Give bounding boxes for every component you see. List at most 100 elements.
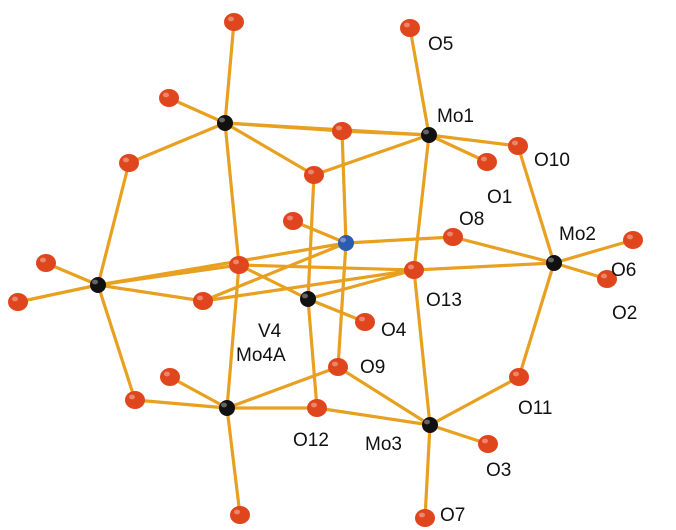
bond-MBL-O9 <box>225 365 340 410</box>
bond-O10-Mo2 <box>516 144 556 265</box>
oxygen-atom-oBot <box>230 506 250 524</box>
bond-Mo1-O5 <box>408 26 431 137</box>
oxygen-atom-oT1 <box>224 13 244 31</box>
label-mo4a: Mo4A <box>236 345 286 366</box>
bond-MTL-oTC2 <box>223 121 316 177</box>
oxygen-atom-oB1 <box>125 391 145 409</box>
atom-highlight <box>123 157 129 163</box>
atom-highlight <box>219 117 225 123</box>
bond-MBL-oBot <box>225 406 242 517</box>
atom-highlight <box>311 402 317 408</box>
atom-highlight <box>221 402 227 408</box>
bond-V4-O4 <box>306 297 367 324</box>
atom-highlight <box>228 16 234 22</box>
metal-atom-Mo3 <box>422 417 438 433</box>
label-o5: O5 <box>428 34 453 55</box>
label-o2: O2 <box>612 303 637 324</box>
atom-highlight <box>423 129 429 135</box>
bond-VC-O9 <box>336 241 348 369</box>
atom-highlight <box>197 295 203 301</box>
label-o6: O6 <box>611 260 636 281</box>
bond-VC-oTC <box>340 129 348 245</box>
atom-highlight <box>233 259 239 265</box>
label-o12: O12 <box>293 430 329 451</box>
bond-oC-O13 <box>237 263 416 272</box>
oxygen-atom-O10 <box>508 137 528 155</box>
oxygen-atom-oC <box>229 256 249 274</box>
atom-highlight <box>302 293 308 299</box>
atom-highlight <box>601 273 607 279</box>
label-mo2: Mo2 <box>559 224 596 245</box>
oxygen-atom-O9 <box>328 358 348 376</box>
bond-Mo2-O6 <box>552 238 635 265</box>
atom-highlight <box>234 509 240 515</box>
vanadium-atom-VC <box>338 235 354 251</box>
metal-atom-MTL <box>217 115 233 131</box>
oxygen-atom-oT2 <box>159 89 179 107</box>
label-o10: O10 <box>534 150 570 171</box>
bond-oCB-O13 <box>201 268 416 303</box>
atom-highlight <box>447 231 453 237</box>
atom-highlight <box>287 215 293 221</box>
bond-MTL-oT1 <box>223 20 236 125</box>
bond-MBL-oB1 <box>133 398 229 410</box>
oxygen-atom-O12 <box>307 399 327 417</box>
label-o9: O9 <box>360 357 385 378</box>
atom-highlight <box>404 22 410 28</box>
bond-layer <box>16 20 635 520</box>
atom-highlight <box>359 316 365 322</box>
atom-layer <box>8 13 643 527</box>
bond-MLL-oCB <box>96 283 205 303</box>
bond-MTL-oC <box>223 121 241 267</box>
bond-V4-O12 <box>306 297 319 410</box>
atom-highlight <box>92 279 98 285</box>
bond-Mo2-O8 <box>451 235 556 265</box>
atom-highlight <box>12 296 18 302</box>
bond-MLL-oL3 <box>16 283 100 304</box>
oxygen-atom-O11 <box>509 368 529 386</box>
label-o3: O3 <box>486 460 511 481</box>
oxygen-atom-oL2 <box>36 254 56 272</box>
bond-Mo3-O11 <box>428 375 521 427</box>
bond-VC-O8 <box>344 235 455 245</box>
bond-Mo1-O1 <box>427 133 489 164</box>
atom-highlight <box>40 257 46 263</box>
oxygen-atom-oAR <box>283 212 303 230</box>
oxygen-atom-oCB <box>193 292 213 310</box>
label-o8: O8 <box>459 209 484 230</box>
metal-atom-MLL <box>90 277 106 293</box>
oxygen-atom-O13 <box>404 261 424 279</box>
oxygen-atom-O6 <box>623 231 643 249</box>
atom-highlight <box>482 438 488 444</box>
bond-MLL-oB1 <box>96 283 137 402</box>
oxygen-atom-oL3 <box>8 293 28 311</box>
atom-highlight <box>163 92 169 98</box>
label-o11: O11 <box>518 398 553 419</box>
oxygen-atom-O2 <box>597 270 617 288</box>
label-o4: O4 <box>381 320 407 341</box>
atom-highlight <box>419 512 425 518</box>
atom-highlight <box>308 169 314 175</box>
atom-highlight <box>424 419 430 425</box>
label-o13: O13 <box>426 290 462 311</box>
atom-highlight <box>336 125 342 131</box>
label-mo3: Mo3 <box>365 434 402 455</box>
atom-highlight <box>408 264 414 270</box>
atom-highlight <box>129 394 135 400</box>
oxygen-atom-oTC2 <box>304 166 324 184</box>
bond-Mo1-oTC2 <box>312 133 431 177</box>
bond-MTL-oT2 <box>167 96 227 125</box>
atom-highlight <box>548 257 554 263</box>
bond-Mo3-O13 <box>412 268 432 427</box>
atom-highlight <box>164 371 170 377</box>
bond-Mo3-O12 <box>315 406 432 427</box>
bond-Mo3-O7 <box>423 423 432 520</box>
oxygen-atom-O1 <box>477 153 497 171</box>
oxygen-atom-O4 <box>355 313 375 331</box>
oxygen-atom-O5 <box>400 19 420 37</box>
atom-highlight <box>627 234 633 240</box>
atom-highlight <box>481 156 487 162</box>
bond-V4-O13 <box>306 268 416 301</box>
